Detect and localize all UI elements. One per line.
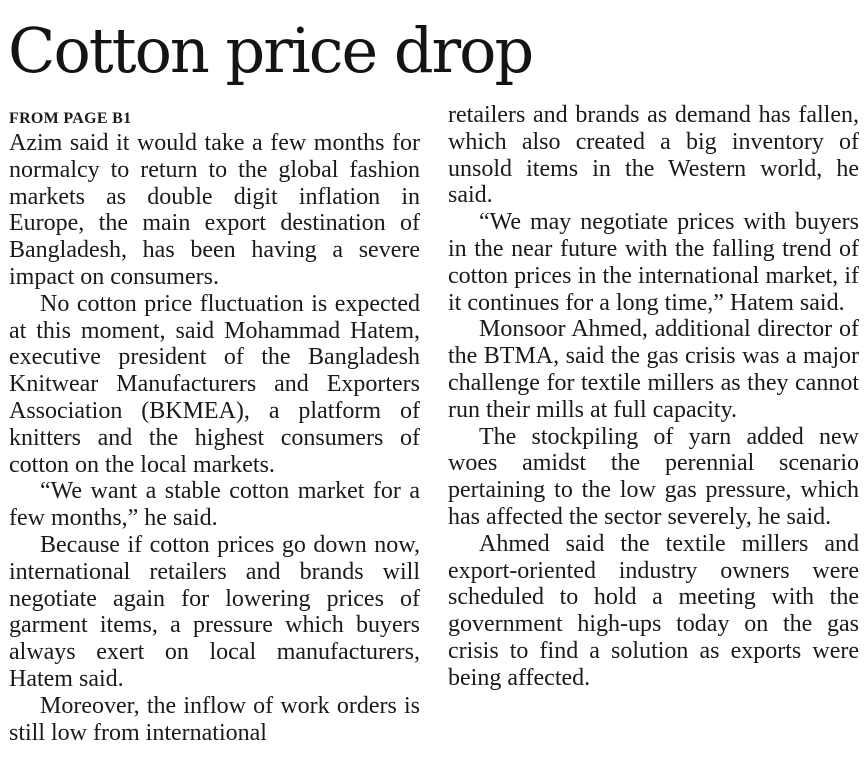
paragraph: “We may negotiate prices with buyers in … bbox=[448, 209, 859, 316]
paragraph: Monsoor Ahmed, additional director of th… bbox=[448, 316, 859, 423]
headline: Cotton price drop bbox=[8, 14, 534, 87]
paragraph: retailers and brands as demand has falle… bbox=[448, 102, 859, 209]
kicker-from-page: FROM PAGE B1 bbox=[9, 110, 132, 127]
paragraph: No cotton price fluctuation is expected … bbox=[9, 290, 420, 478]
article-column-right: retailers and brands as demand has falle… bbox=[448, 102, 859, 692]
paragraph: Ahmed said the textile millers and expor… bbox=[448, 530, 859, 691]
paragraph: “We want a stable cotton market for a fe… bbox=[9, 478, 420, 532]
paragraph: Because if cotton prices go down now, in… bbox=[9, 531, 420, 692]
paragraph: Azim said it would take a few months for… bbox=[9, 130, 420, 290]
paragraph: The stockpiling of yarn added new woes a… bbox=[448, 423, 859, 530]
article-column-left: FROM PAGE B1 Azim said it would take a f… bbox=[9, 106, 420, 746]
paragraph: Moreover, the inflow of work orders is s… bbox=[9, 692, 420, 746]
